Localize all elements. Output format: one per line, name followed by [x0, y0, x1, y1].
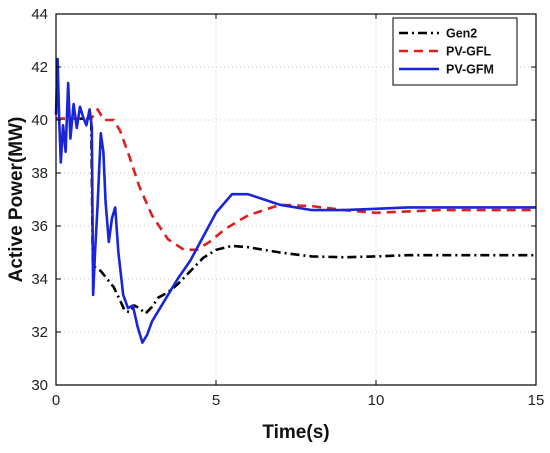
- plot-frame: [55, 13, 537, 386]
- x-tick-label: 10: [368, 392, 385, 409]
- legend-label: PV-GFM: [446, 63, 494, 77]
- y-tick-label: 42: [31, 59, 48, 76]
- x-axis-label: Time(s): [262, 422, 329, 443]
- series-line-gen2: [56, 117, 536, 315]
- legend-label: PV-GFL: [446, 45, 492, 59]
- y-tick-label: 36: [31, 218, 48, 235]
- y-tick-label: 40: [31, 112, 48, 129]
- series-line-pv-gfl: [56, 108, 536, 252]
- y-tick-label: 38: [31, 165, 48, 182]
- x-tick-label: 0: [52, 392, 60, 409]
- y-tick-label: 32: [31, 324, 48, 341]
- ticks: [55, 13, 537, 386]
- series-layer: [54, 57, 536, 344]
- x-tick-label: 15: [528, 392, 545, 409]
- legend: Gen2 PV-GFL PV-GFM: [392, 17, 518, 86]
- legend-label: Gen2: [446, 27, 477, 41]
- y-tick-labels: 30 32 34 36 38 40 42 44: [31, 6, 48, 394]
- y-tick-label: 34: [31, 271, 48, 288]
- series-line-pv-gfm: [54, 57, 536, 344]
- x-tick-label: 5: [212, 392, 220, 409]
- y-axis-label: Active Power(MW): [6, 117, 27, 283]
- y-tick-label: 44: [31, 6, 48, 23]
- legend-box: [392, 17, 518, 86]
- y-tick-label: 30: [31, 377, 48, 394]
- x-tick-labels: 0 5 10 15: [52, 392, 545, 409]
